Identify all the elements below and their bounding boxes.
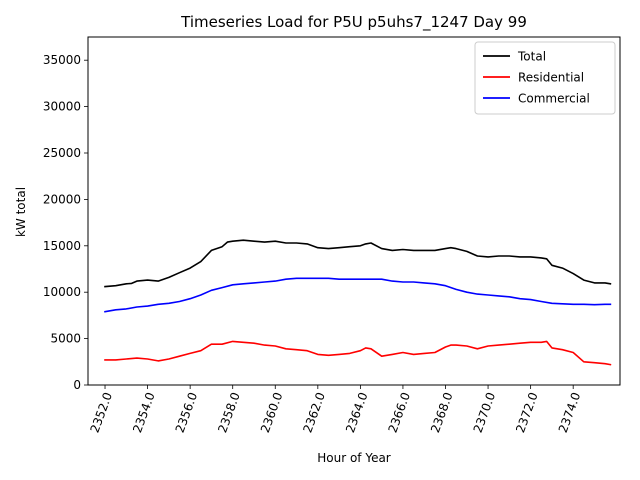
y-tick-label: 25000: [43, 146, 81, 160]
legend-label-commercial: Commercial: [518, 92, 590, 106]
legend-box: [474, 41, 616, 115]
y-tick-label: 30000: [43, 100, 81, 114]
y-tick-label: 15000: [43, 239, 81, 253]
legend-label-total: Total: [517, 50, 546, 64]
series-line-total: [104, 239, 612, 288]
x-axis-label: Hour of Year: [317, 451, 391, 465]
legend-label-residential: Residential: [518, 71, 584, 85]
y-tick-label: 20000: [43, 192, 81, 206]
series-layer: [104, 239, 612, 366]
y-tick-label: 10000: [43, 285, 81, 299]
y-tick-label: 5000: [50, 332, 81, 346]
chart-title: Timeseries Load for P5U p5uhs7_1247 Day …: [180, 13, 527, 32]
y-tick-label: 35000: [43, 53, 81, 67]
y-tick-label: 0: [73, 378, 81, 392]
series-line-residential: [104, 340, 612, 366]
y-axis-label: kW total: [14, 187, 28, 237]
legend: Total Residential Commercial: [474, 41, 616, 115]
axes-frame: [87, 36, 621, 386]
series-line-commercial: [104, 277, 612, 313]
